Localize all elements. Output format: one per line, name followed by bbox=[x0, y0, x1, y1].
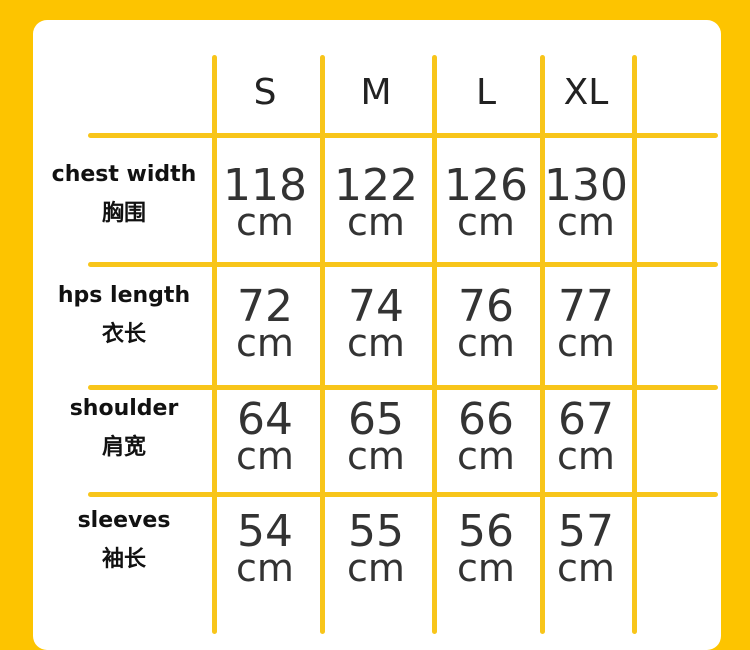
grid-line-horizontal bbox=[88, 385, 718, 390]
measurement-value: 57 bbox=[558, 506, 614, 557]
measurement-value: 74 bbox=[348, 281, 404, 332]
measurement-unit: cm bbox=[236, 321, 294, 365]
grid-line-vertical bbox=[432, 55, 437, 634]
grid-line-vertical bbox=[212, 55, 217, 634]
measurement-value: 64 bbox=[237, 394, 293, 445]
row-label-en: hps length bbox=[57, 283, 191, 308]
measurement-unit: cm bbox=[557, 321, 615, 365]
size-header: S bbox=[253, 72, 277, 113]
row-label: shoulder 肩宽 bbox=[38, 396, 210, 461]
measurement-cell: 72 cm bbox=[210, 281, 320, 365]
size-chart-card bbox=[33, 20, 721, 650]
measurement-cell: 55 cm bbox=[321, 506, 431, 590]
measurement-value: 72 bbox=[237, 281, 293, 332]
measurement-cell: 66 cm bbox=[431, 394, 541, 478]
measurement-value: 56 bbox=[458, 506, 514, 557]
measurement-value: 130 bbox=[544, 160, 628, 211]
row-label-en: shoulder bbox=[69, 396, 179, 421]
measurement-cell: 130 cm bbox=[531, 160, 641, 244]
measurement-value: 126 bbox=[444, 160, 528, 211]
grid-line-vertical bbox=[320, 55, 325, 634]
measurement-unit: cm bbox=[557, 546, 615, 590]
measurement-unit: cm bbox=[457, 434, 515, 478]
measurement-unit: cm bbox=[347, 434, 405, 478]
row-label: hps length 衣长 bbox=[38, 283, 210, 348]
measurement-cell: 118 cm bbox=[210, 160, 320, 244]
measurement-cell: 64 cm bbox=[210, 394, 320, 478]
measurement-value: 76 bbox=[458, 281, 514, 332]
measurement-value: 122 bbox=[334, 160, 418, 211]
row-label: sleeves 袖长 bbox=[38, 508, 210, 573]
measurement-cell: 74 cm bbox=[321, 281, 431, 365]
row-label-en: sleeves bbox=[77, 508, 171, 533]
grid-line-horizontal bbox=[88, 262, 718, 267]
measurement-cell: 65 cm bbox=[321, 394, 431, 478]
measurement-unit: cm bbox=[236, 434, 294, 478]
measurement-cell: 54 cm bbox=[210, 506, 320, 590]
measurement-unit: cm bbox=[457, 321, 515, 365]
measurement-value: 55 bbox=[348, 506, 404, 557]
measurement-value: 54 bbox=[237, 506, 293, 557]
grid-line-horizontal bbox=[88, 492, 718, 497]
measurement-unit: cm bbox=[236, 200, 294, 244]
grid-line-horizontal bbox=[88, 133, 718, 138]
measurement-unit: cm bbox=[347, 321, 405, 365]
row-label: chest width 胸围 bbox=[38, 162, 210, 227]
size-header: M bbox=[360, 72, 392, 113]
measurement-unit: cm bbox=[457, 546, 515, 590]
row-label-zh: 袖长 bbox=[101, 547, 146, 572]
measurement-unit: cm bbox=[557, 200, 615, 244]
measurement-value: 66 bbox=[458, 394, 514, 445]
size-header: XL bbox=[563, 72, 609, 113]
measurement-cell: 67 cm bbox=[531, 394, 641, 478]
measurement-cell: 57 cm bbox=[531, 506, 641, 590]
measurement-unit: cm bbox=[236, 546, 294, 590]
measurement-value: 118 bbox=[223, 160, 307, 211]
measurement-unit: cm bbox=[347, 546, 405, 590]
measurement-cell: 126 cm bbox=[431, 160, 541, 244]
size-header: L bbox=[475, 72, 497, 113]
measurement-cell: 77 cm bbox=[531, 281, 641, 365]
measurement-unit: cm bbox=[557, 434, 615, 478]
measurement-cell: 56 cm bbox=[431, 506, 541, 590]
row-label-zh: 肩宽 bbox=[101, 435, 146, 460]
grid-line-vertical bbox=[540, 55, 545, 634]
measurement-cell: 122 cm bbox=[321, 160, 431, 244]
grid-line-vertical bbox=[632, 55, 637, 634]
measurement-value: 67 bbox=[558, 394, 614, 445]
row-label-zh: 胸围 bbox=[101, 201, 146, 226]
measurement-value: 77 bbox=[558, 281, 614, 332]
measurement-unit: cm bbox=[347, 200, 405, 244]
measurement-unit: cm bbox=[457, 200, 515, 244]
measurement-cell: 76 cm bbox=[431, 281, 541, 365]
row-label-zh: 衣长 bbox=[101, 322, 146, 347]
row-label-en: chest width bbox=[51, 162, 197, 187]
measurement-value: 65 bbox=[348, 394, 404, 445]
